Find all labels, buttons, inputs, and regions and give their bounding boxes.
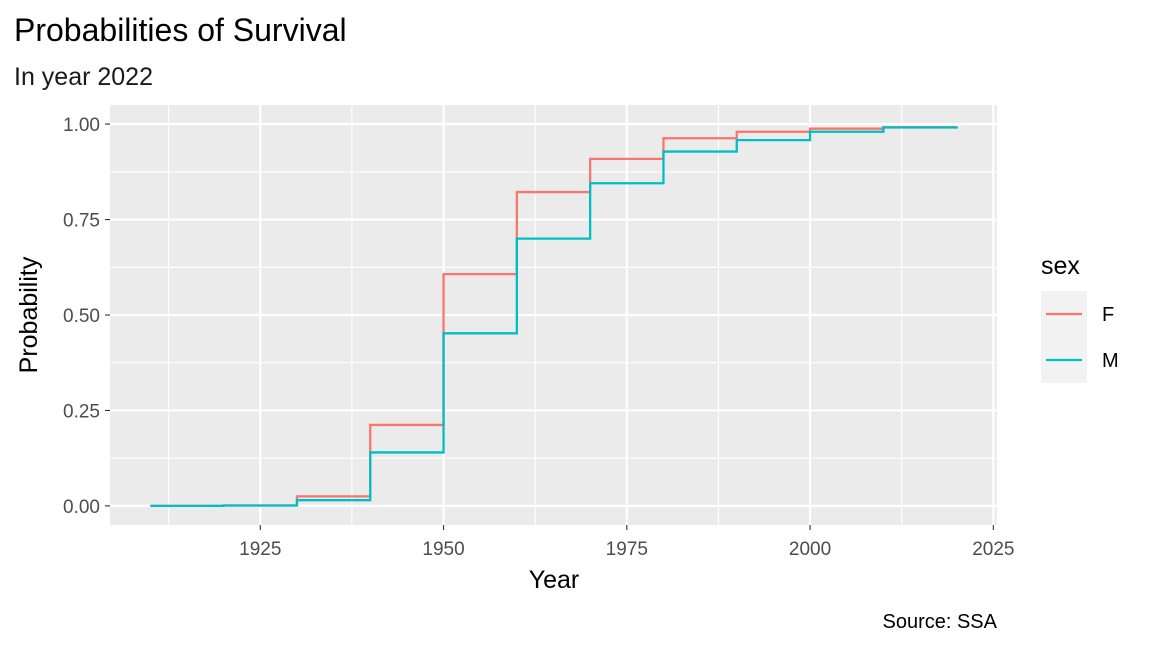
legend-label-F: F (1102, 304, 1114, 326)
chart-subtitle: In year 2022 (14, 63, 153, 91)
y-tick-label: 0.25 (63, 401, 100, 422)
x-tick-label: 1975 (606, 539, 648, 560)
legend-label-M: M (1102, 350, 1119, 372)
x-tick-label: 2000 (789, 539, 831, 560)
x-tick-label: 2025 (972, 539, 1014, 560)
y-axis-title: Probability (15, 256, 43, 373)
legend-title: sex (1041, 252, 1080, 280)
y-tick-label: 0.75 (63, 211, 100, 232)
axes: 1925 1950 1975 2000 2025 0.00 0.25 0.50 0.75 1.00 (63, 115, 1014, 560)
chart-title: Probabilities of Survival (14, 12, 347, 48)
legend: sex F M (1041, 252, 1119, 383)
y-tick-label: 1.00 (63, 115, 100, 136)
x-tick-label: 1925 (239, 539, 281, 560)
caption: Source: SSA (882, 611, 997, 633)
y-tick-label: 0.00 (63, 497, 100, 518)
y-tick-label: 0.50 (63, 306, 100, 327)
x-tick-label: 1950 (422, 539, 464, 560)
x-axis-title: Year (529, 566, 580, 594)
series-line-M (150, 126, 958, 508)
series-layer (150, 126, 958, 508)
